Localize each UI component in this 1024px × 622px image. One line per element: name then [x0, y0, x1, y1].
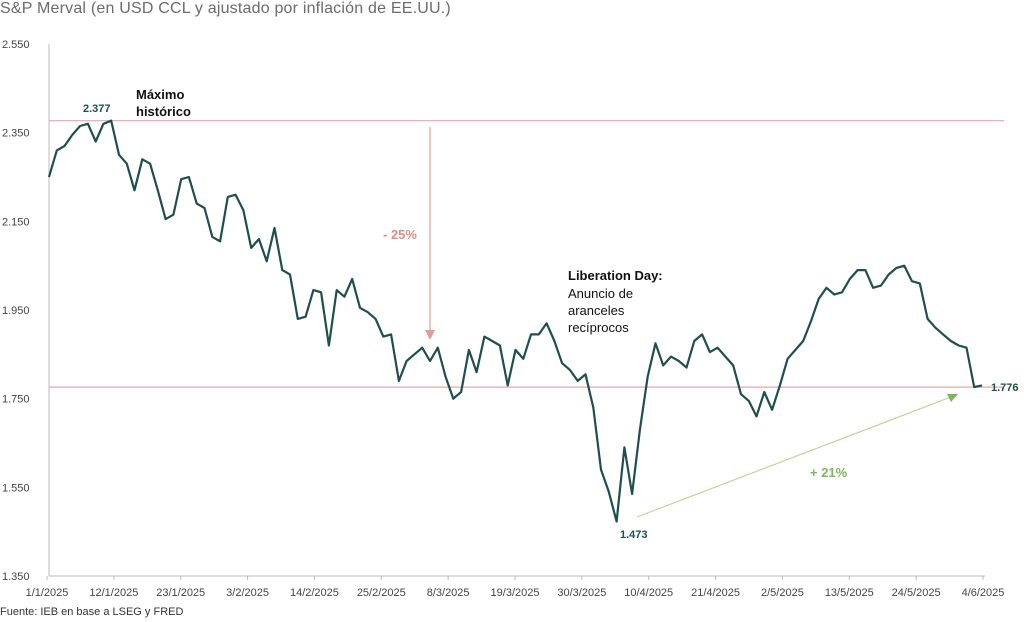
source-note: Fuente: IEB en base a LSEG y FRED	[0, 606, 184, 618]
x-tick-label: 25/2/2025	[357, 587, 406, 599]
x-tick-label: 10/4/2025	[624, 587, 673, 599]
series-group	[47, 119, 983, 523]
y-tick-label: 1.550	[2, 482, 30, 494]
y-tick-label: 2.350	[2, 128, 30, 140]
drop-arrow-head	[425, 330, 435, 340]
x-tick-label: 13/5/2025	[825, 587, 874, 599]
x-tick-label: 30/3/2025	[557, 587, 606, 599]
rise-label: + 21%	[810, 465, 848, 480]
series-line	[47, 119, 983, 523]
axes: 2.550 2.350 2.150 1.950 1.750 1.550 1.350 1/1/2…	[2, 39, 1004, 599]
min-value-label: 1.473	[620, 529, 648, 541]
rise-arrow	[636, 396, 952, 518]
max-title-line1: Máximo	[136, 87, 184, 102]
max-title-line2: histórico	[136, 104, 191, 119]
max-value-label: 2.377	[83, 103, 111, 115]
x-tick-label: 12/1/2025	[89, 587, 138, 599]
rise-arrow-head	[947, 394, 958, 402]
annotations: - 25% + 21% 2.377 Máximo histórico Liber…	[83, 87, 1019, 541]
y-tick-label: 2.150	[2, 216, 30, 228]
x-tick-label: 21/4/2025	[691, 587, 740, 599]
chart-title: S&P Merval (en USD CCL y ajustado por in…	[0, 0, 451, 17]
x-tick-label: 1/1/2025	[26, 587, 69, 599]
x-tick-label: 24/5/2025	[892, 587, 941, 599]
y-tick-label: 1.750	[2, 394, 30, 406]
x-tick-label: 8/3/2025	[427, 587, 470, 599]
y-tick-label: 1.950	[2, 305, 30, 317]
last-value-label: 1.776	[991, 382, 1019, 394]
y-tick-label: 2.550	[2, 39, 30, 51]
event-line1: Anuncio de	[568, 286, 633, 301]
x-tick-label: 4/6/2025	[962, 587, 1005, 599]
y-tick-label: 1.350	[2, 571, 30, 583]
x-tick-label: 23/1/2025	[156, 587, 205, 599]
drop-label: - 25%	[383, 227, 417, 242]
x-tick-label: 14/2/2025	[290, 587, 339, 599]
reference-lines	[49, 120, 1004, 388]
event-title: Liberation Day:	[568, 268, 663, 283]
x-tick-label: 2/5/2025	[761, 587, 804, 599]
event-line3: recíprocos	[568, 320, 629, 335]
x-tick-label: 3/2/2025	[226, 587, 269, 599]
x-tick-label: 19/3/2025	[491, 587, 540, 599]
event-line2: aranceles	[568, 303, 625, 318]
